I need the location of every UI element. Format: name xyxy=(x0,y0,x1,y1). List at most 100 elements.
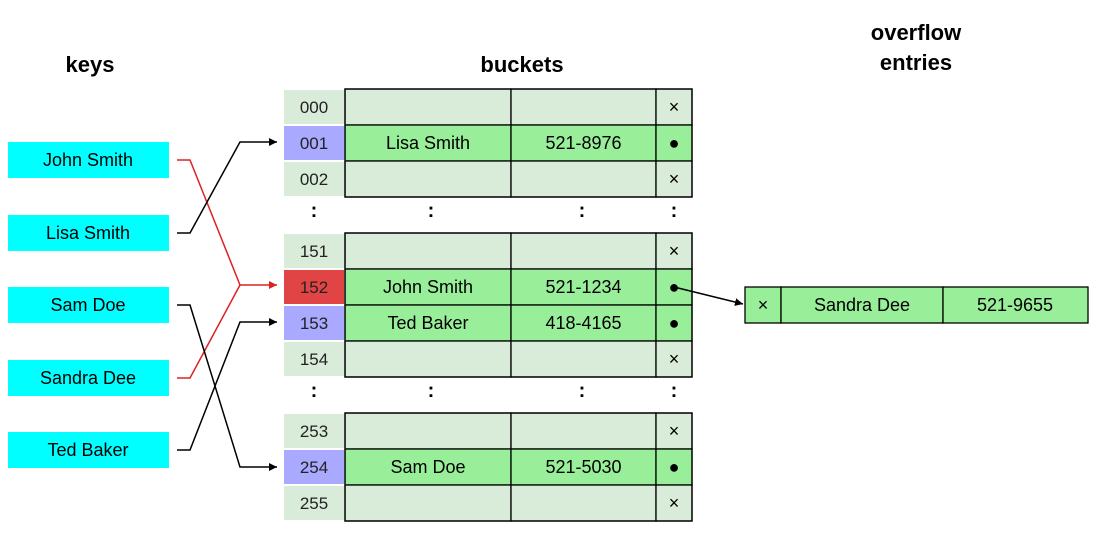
null-pointer-icon: × xyxy=(669,169,680,189)
pointer-dot-icon: ● xyxy=(669,457,680,477)
ellipsis-rows: :::::::: xyxy=(311,200,678,402)
key-box xyxy=(8,287,169,323)
overflow-header-line2: entries xyxy=(880,50,952,75)
ellipsis: : xyxy=(428,200,435,222)
bucket-pointer-cell xyxy=(655,340,693,378)
bucket-index-cell xyxy=(282,484,346,522)
bucket-group: 253 × 254 Sam Doe 521-5030 ● 255 × xyxy=(282,412,693,522)
key-label: Sandra Dee xyxy=(40,368,136,388)
bucket-pointer-cell xyxy=(655,412,693,450)
ellipsis: : xyxy=(579,200,586,222)
ellipsis: : xyxy=(671,200,678,222)
ellipsis: : xyxy=(428,380,435,402)
overflow-entry: × Sandra Dee 521-9655 xyxy=(744,286,1089,324)
bucket-index-cell xyxy=(282,412,346,450)
connector-lines xyxy=(177,138,744,471)
buckets-header: buckets xyxy=(480,52,563,77)
bucket-index: 151 xyxy=(300,242,328,261)
bucket-phone-cell xyxy=(510,160,657,198)
bucket-phone: 521-1234 xyxy=(545,277,621,297)
bucket-pointer-cell xyxy=(655,124,693,162)
bucket-phone-cell xyxy=(510,304,657,342)
key-box xyxy=(8,360,169,396)
bucket-phone-cell xyxy=(510,88,657,126)
overflow-phone-cell xyxy=(942,286,1089,324)
overflow-pointer: × xyxy=(758,295,769,315)
bucket-name-cell xyxy=(344,268,512,306)
arrow-john-smith-to-152 xyxy=(177,159,277,289)
bucket-index: 253 xyxy=(300,422,328,441)
arrow-lisa-smith-to-001 xyxy=(177,138,277,234)
bucket-name-cell xyxy=(344,412,512,450)
ellipsis: : xyxy=(671,380,678,402)
bucket-pointer-cell xyxy=(655,160,693,198)
arrow-152-to-overflow xyxy=(673,286,744,306)
bucket-name: Sam Doe xyxy=(390,457,465,477)
key-lisa-smith: Lisa Smith xyxy=(8,215,169,251)
null-pointer-icon: × xyxy=(669,493,680,513)
bucket-index: 002 xyxy=(300,170,328,189)
key-john-smith: John Smith xyxy=(8,142,169,178)
null-pointer-icon: × xyxy=(669,421,680,441)
bucket-name-cell xyxy=(344,448,512,486)
bucket-name: Lisa Smith xyxy=(386,133,470,153)
bucket-name-cell xyxy=(344,340,512,378)
ellipsis: : xyxy=(311,380,318,402)
bucket-index-cell xyxy=(282,232,346,270)
bucket-phone: 418-4165 xyxy=(545,313,621,333)
bucket-name-cell xyxy=(344,232,512,270)
key-label: Ted Baker xyxy=(47,440,128,460)
bucket-phone-cell xyxy=(510,340,657,378)
key-ted-baker: Ted Baker xyxy=(8,432,169,468)
key-label: Sam Doe xyxy=(50,295,125,315)
bucket-index-cell xyxy=(282,160,346,198)
bucket-index: 154 xyxy=(300,350,328,369)
key-label: John Smith xyxy=(43,150,133,170)
key-box xyxy=(8,215,169,251)
bucket-name: Ted Baker xyxy=(387,313,468,333)
overflow-phone: 521-9655 xyxy=(977,295,1053,315)
bucket-row-255: 255 × xyxy=(282,484,693,522)
bucket-group: 000 × 001 Lisa Smith 521-8976 ● 002 × xyxy=(282,88,693,198)
key-box xyxy=(8,142,169,178)
overflow-pointer-cell xyxy=(744,286,782,324)
ellipsis: : xyxy=(311,200,318,222)
ellipsis-row: :::: xyxy=(311,200,678,222)
overflow-name-cell xyxy=(780,286,944,324)
arrow-ted-baker-to-153 xyxy=(177,318,277,451)
bucket-index: 153 xyxy=(300,314,328,333)
key-sam-doe: Sam Doe xyxy=(8,287,169,323)
null-pointer-icon: × xyxy=(669,349,680,369)
bucket-group-border xyxy=(344,412,693,522)
bucket-phone-cell xyxy=(510,412,657,450)
buckets-column: 000 × 001 Lisa Smith 521-8976 ● 002 × 151 × 152 Joh… xyxy=(282,88,693,522)
bucket-name-cell xyxy=(344,160,512,198)
key-box xyxy=(8,432,169,468)
ellipsis-row: :::: xyxy=(311,380,678,402)
pointer-dot-icon: ● xyxy=(669,133,680,153)
bucket-name: John Smith xyxy=(383,277,473,297)
bucket-index: 254 xyxy=(300,458,328,477)
bucket-phone-cell xyxy=(510,268,657,306)
bucket-phone-cell xyxy=(510,232,657,270)
arrow-sandra-dee-to-152 xyxy=(177,284,241,379)
bucket-name-cell xyxy=(344,88,512,126)
null-pointer-icon: × xyxy=(669,97,680,117)
bucket-row-002: 002 × xyxy=(282,160,693,198)
overflow-name: Sandra Dee xyxy=(814,295,910,315)
bucket-index: 152 xyxy=(300,278,328,297)
bucket-group-border xyxy=(344,232,693,378)
bucket-group: 151 × 152 John Smith 521-1234 ● 153 Ted Baker 41… xyxy=(282,232,693,378)
bucket-row-254: 254 Sam Doe 521-5030 ● xyxy=(282,448,693,486)
bucket-phone-cell xyxy=(510,448,657,486)
bucket-row-151: 151 × xyxy=(282,232,693,270)
bucket-index-cell xyxy=(282,88,346,126)
ellipsis: : xyxy=(579,380,586,402)
key-sandra-dee: Sandra Dee xyxy=(8,360,169,396)
keys-column: John Smith Lisa Smith Sam Doe Sandra Dee Ted… xyxy=(8,142,169,468)
bucket-phone-cell xyxy=(510,484,657,522)
keys-header: keys xyxy=(66,52,115,77)
bucket-row-154: 154 × xyxy=(282,340,693,378)
bucket-group-border xyxy=(344,88,693,198)
